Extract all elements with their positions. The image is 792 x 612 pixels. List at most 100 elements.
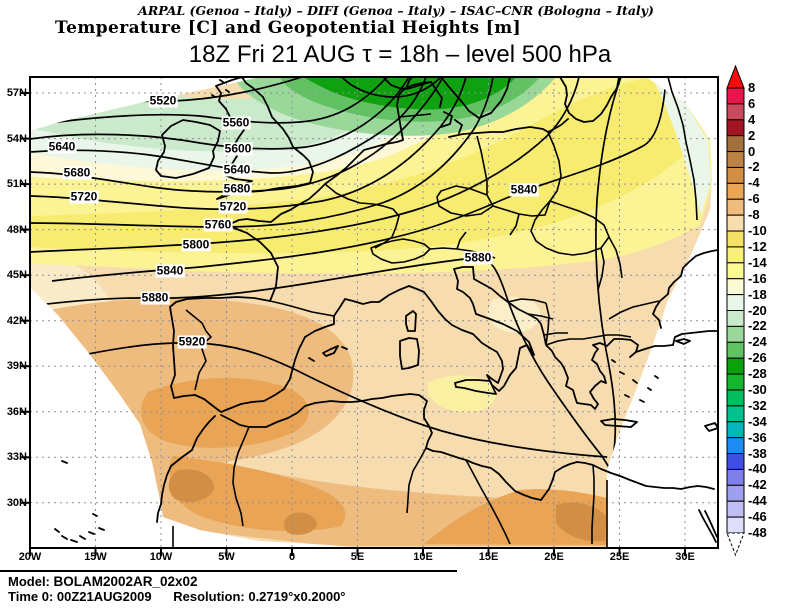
model-label: Model: xyxy=(8,574,54,589)
coast-norway xyxy=(383,77,432,90)
lon-label: 10W xyxy=(149,551,173,563)
colorbar-tick-label: -6 xyxy=(748,191,760,207)
colorbar-tick-label: -48 xyxy=(748,525,767,540)
colorbar-tick-label: -18 xyxy=(748,286,767,302)
colorbar-segment xyxy=(726,405,745,423)
colorbar-under-arrow xyxy=(726,532,745,557)
colorbar-tick-label: -28 xyxy=(748,366,767,382)
contour-label: 5840 xyxy=(155,263,185,278)
temp-fill-orange-2 xyxy=(141,377,607,545)
border-balkans xyxy=(507,236,660,346)
border-pyrenees xyxy=(269,300,335,317)
colorbar-tick-label: -4 xyxy=(748,175,760,191)
contour-label: 5800 xyxy=(181,237,211,252)
colorbar-segment xyxy=(726,182,745,200)
contour-label: 5720 xyxy=(218,199,248,214)
coast-turkey-west xyxy=(635,330,718,353)
colorbar-tick-label: -14 xyxy=(748,254,767,270)
lon-label: 5E xyxy=(350,551,365,563)
colorbar-segment xyxy=(726,262,745,280)
coast-italy xyxy=(408,266,535,392)
lat-label: 39N xyxy=(6,360,27,373)
lon-label: 10E xyxy=(413,551,433,563)
lon-label: 20E xyxy=(544,551,564,563)
colorbar-segment xyxy=(726,453,745,470)
credits-line: ARPAL (Genoa – Italy) – DIFI (Genoa – It… xyxy=(138,3,654,18)
lon-label: 0 xyxy=(288,551,296,563)
colorbar-segment xyxy=(726,246,745,264)
country-borders xyxy=(172,77,698,548)
contour-5800 xyxy=(30,77,580,253)
contour-label: 5880 xyxy=(140,290,170,305)
colorbar-segment xyxy=(726,389,745,407)
coast-sardinia xyxy=(399,337,420,370)
border-east-europe xyxy=(667,77,698,221)
coast-france-med xyxy=(333,285,410,317)
footer-model-line: Model: BOLAM2002AR_02x02 xyxy=(8,574,198,589)
colorbar-segment xyxy=(726,437,745,455)
contour-5840-east xyxy=(595,77,622,471)
contour-5680 xyxy=(30,77,444,193)
lon-label: 15W xyxy=(84,551,107,563)
colorbar-tick-label: -30 xyxy=(748,381,767,397)
axis-ticks xyxy=(21,92,686,556)
contour-label: 5560 xyxy=(221,115,251,130)
footer-gap xyxy=(152,589,174,604)
coast-aegean-islands xyxy=(611,359,659,403)
contour-label: 5720 xyxy=(69,189,99,204)
temp-fill-south-italy-pale-yellow xyxy=(428,375,497,413)
colorbar-tick-label: -46 xyxy=(748,509,767,525)
colorbar xyxy=(726,64,745,557)
coastlines xyxy=(54,77,718,543)
contour-label: 5920 xyxy=(177,334,207,349)
colorbar-over-arrow xyxy=(726,64,745,89)
coast-black-sea-west xyxy=(652,249,718,329)
lat-label: 36N xyxy=(6,405,27,418)
contour-label: 5880 xyxy=(463,250,493,265)
model-value: BOLAM2002AR_02x02 xyxy=(53,574,198,589)
colorbar-segment xyxy=(726,484,745,502)
lat-label: 54N xyxy=(6,132,27,145)
coast-canaries-madeira xyxy=(54,460,105,543)
colorbar-tick-label: 0 xyxy=(748,143,756,159)
resolution-label: Resolution: xyxy=(173,589,249,604)
lat-label: 33N xyxy=(6,451,27,464)
lon-label: 5W xyxy=(218,551,235,563)
colorbar-segment xyxy=(726,421,745,439)
colorbar-tick-label: -26 xyxy=(748,350,767,366)
colorbar-tick-label: -42 xyxy=(748,477,767,493)
colorbar-tick-label: -12 xyxy=(748,238,767,254)
graticule xyxy=(30,77,718,548)
coast-denmark-islands xyxy=(430,81,463,134)
contour-label: 5680 xyxy=(62,165,92,180)
footer-separator xyxy=(0,570,457,572)
colorbar-tick-label: -44 xyxy=(748,493,767,509)
border-germany-poland xyxy=(476,135,488,195)
colorbar-tick-label: -2 xyxy=(748,159,760,175)
validity-title: 18Z Fri 21 AUG τ = 18h – level 500 hPa xyxy=(188,41,612,68)
border-north-africa xyxy=(172,426,595,547)
colorbar-segment xyxy=(726,198,745,216)
lat-label: 42N xyxy=(6,314,27,327)
temp-fill-ne-pale-green xyxy=(652,77,711,215)
colorbar-tick-label: 6 xyxy=(748,95,756,111)
colorbar-segment xyxy=(726,516,745,534)
colorbar-segment xyxy=(726,135,745,153)
coast-crete-cyprus xyxy=(600,418,718,432)
contour-label: 5840 xyxy=(509,182,539,197)
colorbar-segment xyxy=(726,325,745,343)
contour-5720 xyxy=(30,77,467,211)
colorbar-tick-label: -34 xyxy=(748,413,767,429)
lat-label: 45N xyxy=(6,269,27,282)
coast-baltic-south xyxy=(448,118,569,138)
colorbar-segment xyxy=(726,230,745,248)
colorbar-segment xyxy=(726,357,745,375)
coast-balearics xyxy=(308,345,348,362)
colorbar-tick-label: 8 xyxy=(748,80,756,95)
colorbar-tick-label: -20 xyxy=(748,302,767,318)
time-label: Time 0: xyxy=(8,589,57,604)
coast-morocco-atlantic xyxy=(156,415,216,523)
colorbar-tick-label: -40 xyxy=(748,461,767,477)
